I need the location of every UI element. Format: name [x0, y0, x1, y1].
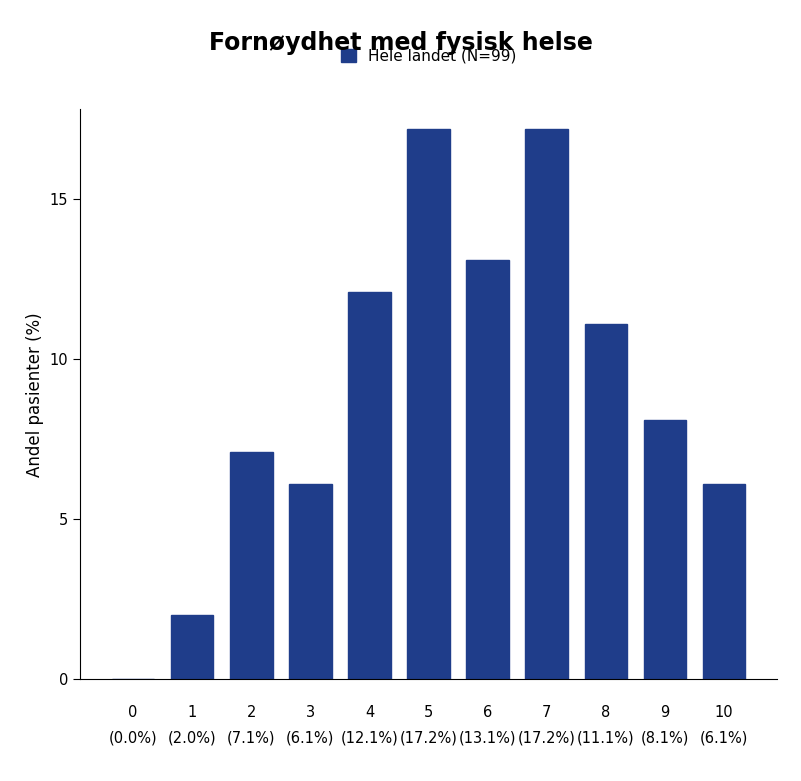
Text: (17.2%): (17.2%): [517, 731, 576, 746]
Text: (12.1%): (12.1%): [340, 731, 398, 746]
Bar: [585, 324, 627, 679]
Bar: [407, 129, 450, 679]
Text: (0.0%): (0.0%): [109, 731, 157, 746]
Y-axis label: Andel pasienter (%): Andel pasienter (%): [26, 312, 44, 476]
Text: 8: 8: [602, 705, 610, 720]
Text: 4: 4: [364, 705, 374, 720]
Text: (11.1%): (11.1%): [577, 731, 634, 746]
Bar: [171, 615, 213, 679]
Text: 5: 5: [424, 705, 433, 720]
Text: 7: 7: [542, 705, 551, 720]
Text: 10: 10: [714, 705, 734, 720]
Text: 3: 3: [306, 705, 315, 720]
Text: (13.1%): (13.1%): [459, 731, 517, 746]
Text: 0: 0: [128, 705, 138, 720]
Bar: [289, 484, 332, 679]
Text: 1: 1: [187, 705, 197, 720]
Text: (6.1%): (6.1%): [286, 731, 335, 746]
Bar: [702, 484, 745, 679]
Text: 2: 2: [247, 705, 256, 720]
Bar: [525, 129, 568, 679]
Bar: [348, 292, 391, 679]
Bar: [230, 452, 272, 679]
Text: (6.1%): (6.1%): [700, 731, 748, 746]
Text: 6: 6: [483, 705, 493, 720]
Text: 9: 9: [660, 705, 670, 720]
Text: Fornøydhet med fysisk helse: Fornøydhet med fysisk helse: [208, 31, 593, 55]
Text: (7.1%): (7.1%): [227, 731, 276, 746]
Text: (8.1%): (8.1%): [641, 731, 689, 746]
Bar: [466, 260, 509, 679]
Legend: Hele landet (N=99): Hele landet (N=99): [335, 43, 522, 70]
Text: (2.0%): (2.0%): [168, 731, 216, 746]
Text: (17.2%): (17.2%): [400, 731, 457, 746]
Bar: [644, 420, 686, 679]
